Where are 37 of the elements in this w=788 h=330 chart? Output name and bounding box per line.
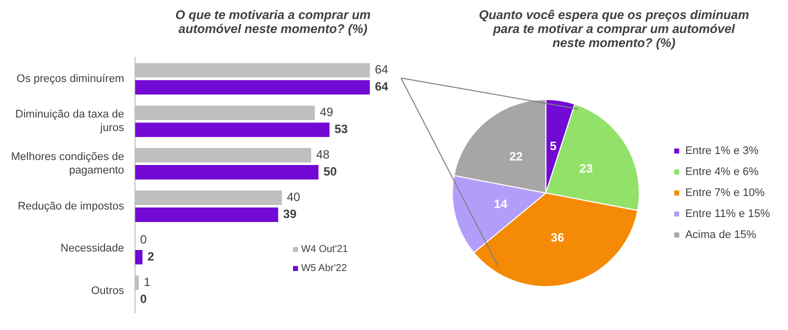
data-label: 48	[316, 148, 330, 162]
data-label: 5	[550, 139, 557, 154]
data-label: 0	[140, 232, 148, 247]
data-label: 40	[286, 190, 300, 204]
legend-label: W5 Abr'22	[301, 263, 347, 274]
data-label: 39	[283, 207, 297, 222]
data-label: 50	[323, 164, 338, 179]
data-label: 22	[509, 149, 524, 164]
data-label: 64	[374, 62, 389, 77]
bar	[135, 165, 318, 180]
bar	[135, 250, 142, 264]
bar	[135, 122, 330, 138]
data-label: 2	[147, 250, 154, 264]
y-tick-label: Os preços diminuírem	[16, 72, 124, 85]
y-tick-label: Outros	[91, 285, 125, 298]
data-label: 49	[320, 105, 334, 120]
data-label: 64	[374, 80, 389, 94]
bar	[135, 80, 370, 95]
legend-label: Entre 11% e 15%	[685, 208, 770, 220]
bar	[135, 208, 278, 222]
data-label: 53	[334, 122, 348, 136]
legend-label: Entre 1% e 3%	[685, 145, 759, 158]
legend-label: Acima de 15%	[685, 229, 756, 242]
legend-label: W4 Out'21	[301, 244, 348, 255]
data-label: 36	[550, 230, 564, 245]
legend-label: Entre 4% e 6%	[685, 166, 759, 178]
chart-title: O que te motivaria a comprar um automóvel neste momento? (%)	[174, 8, 372, 38]
y-tick-label: Melhores condições de pagamento	[10, 151, 124, 176]
data-label: 14	[494, 196, 508, 211]
y-tick-label: Diminuição da taxa de juros	[15, 108, 125, 134]
legend-label: Entre 7% e 10%	[685, 187, 765, 200]
data-label: 0	[140, 292, 148, 306]
data-label: 23	[579, 162, 594, 176]
y-tick-label: Redução de impostos	[18, 200, 125, 212]
y-tick-label: Necessidade	[60, 242, 124, 255]
data-label: 1	[144, 274, 151, 289]
chart-title: Quanto você espera que os preços diminuam para te motivar a comprar um automóvel neste momento? (%)	[478, 8, 750, 52]
